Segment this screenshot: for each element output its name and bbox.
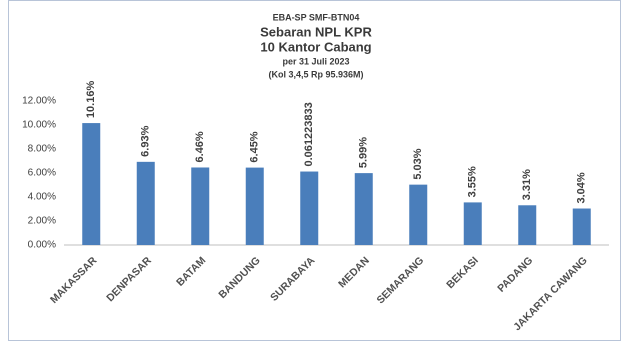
bar xyxy=(409,184,428,245)
y-tick-label: 10.00% xyxy=(22,120,56,131)
value-label: 6.46% xyxy=(194,131,206,162)
bar xyxy=(518,205,537,245)
chart-title: EBA-SP SMF-BTN04 xyxy=(273,12,360,22)
value-label: 5.99% xyxy=(358,137,370,168)
bar xyxy=(136,161,155,245)
y-tick-label: 6.00% xyxy=(28,168,56,179)
bar xyxy=(82,123,101,245)
bar xyxy=(300,171,319,245)
bar xyxy=(191,167,210,245)
value-label: 6.93% xyxy=(140,125,152,156)
value-label: 3.04% xyxy=(576,172,588,203)
value-label: 0.061223833 xyxy=(303,102,315,166)
bar xyxy=(354,173,373,245)
y-tick-label: 2.00% xyxy=(28,216,56,227)
value-label: 10.16% xyxy=(85,81,97,119)
chart-title: Sebaran NPL KPR xyxy=(260,24,372,39)
chart-title: (Kol 3,4,5 Rp 95.936M) xyxy=(268,69,363,79)
bar xyxy=(463,202,482,245)
bar xyxy=(572,208,591,245)
bar xyxy=(245,167,264,245)
chart-title: per 31 Juli 2023 xyxy=(282,56,349,66)
y-tick-label: 4.00% xyxy=(28,192,56,203)
chart-title: 10 Kantor Cabang xyxy=(260,39,371,54)
value-label: 3.55% xyxy=(467,166,479,197)
chart-border xyxy=(8,0,621,341)
value-label: 6.45% xyxy=(249,131,261,162)
y-tick-label: 12.00% xyxy=(22,96,56,107)
value-label: 3.31% xyxy=(521,169,533,200)
y-tick-label: 8.00% xyxy=(28,144,56,155)
y-tick-label: 0.00% xyxy=(28,240,56,251)
value-label: 5.03% xyxy=(412,148,424,179)
